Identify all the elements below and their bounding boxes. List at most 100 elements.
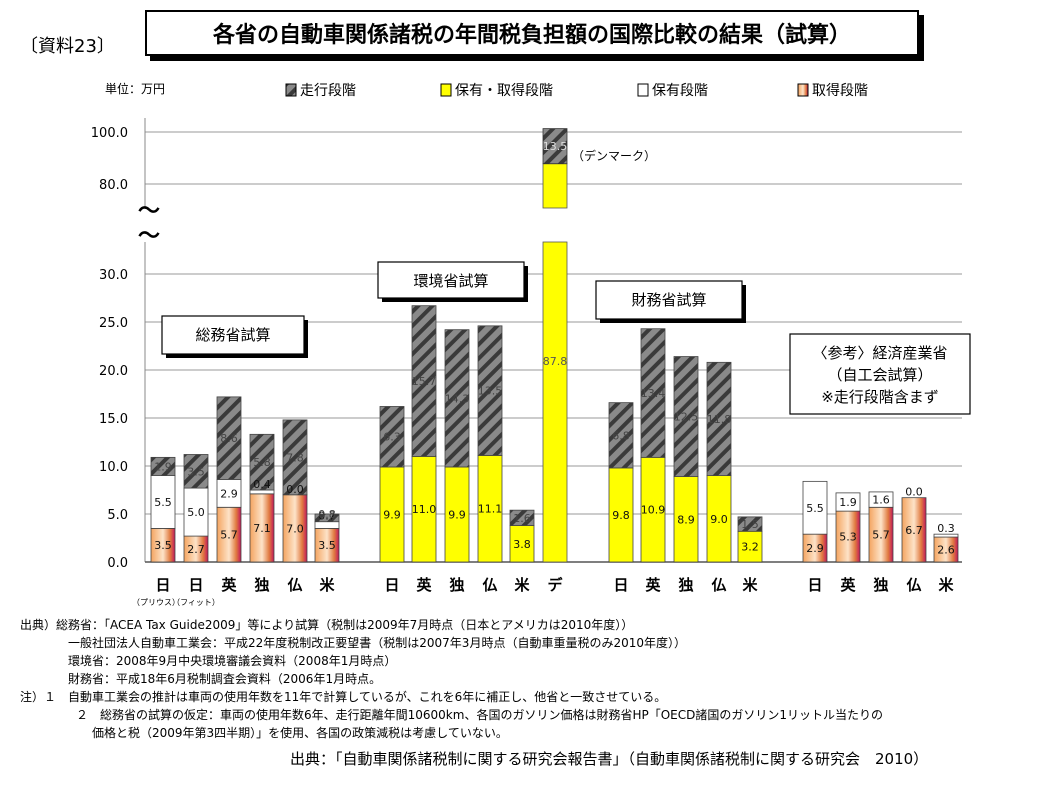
bar-value-label: 1.9 — [154, 460, 172, 473]
bar-value-label: 5.5 — [806, 502, 824, 515]
bar-segment-hatch — [150, 456, 176, 476]
bar-value-label: 5.7 — [220, 529, 238, 542]
meti-box-text: 〈参考〉経済産業省 — [812, 344, 947, 362]
bar-segment-hatch — [509, 509, 535, 526]
bar-segment-hatch — [640, 328, 666, 458]
bar-value-label: 13.4 — [641, 387, 666, 400]
y-tick-label: 10.0 — [99, 460, 128, 475]
bar-segment-yellow — [411, 455, 437, 563]
bar-value-label: 1.5 — [741, 518, 759, 531]
bar-segment-white — [868, 491, 894, 508]
y-tick-label: 15.0 — [99, 412, 128, 427]
bar-value-label: 14.3 — [445, 392, 470, 405]
y-tick-label: 20.0 — [99, 364, 128, 379]
bar-value-label: 9.0 — [710, 513, 728, 526]
bar-segment-yellow — [608, 467, 634, 563]
bar-value-label: 11.8 — [707, 413, 732, 426]
bar-value-label: 10.9 — [641, 504, 666, 517]
zaimu-box-text: 財務省試算 — [631, 291, 706, 309]
bar-value-label: 2.9 — [220, 487, 238, 500]
bar-segment-yellow — [737, 530, 763, 563]
soumu-box — [161, 315, 305, 355]
legend-swatch — [637, 83, 649, 97]
x-tick-label: 独 — [873, 576, 888, 594]
bar-segment-hatch — [314, 513, 340, 523]
bar-value-label: 6.7 — [905, 524, 923, 537]
bar-segment-orange — [249, 493, 275, 563]
unit-label: 単位：万円 — [105, 81, 165, 96]
footnote-line: ２ 総務省の試算の仮定：車両の使用年数6年、走行距離年間10600km、各国のガ… — [76, 708, 883, 722]
bar-segment-hatch — [183, 454, 209, 489]
x-tick-label: 米 — [514, 576, 530, 594]
legend-label: 保有・取得段階 — [455, 82, 553, 99]
bar-segment-orange — [901, 497, 927, 563]
bar-segment-hatch — [216, 396, 242, 480]
bar-value-label: 87.8 — [543, 355, 568, 368]
legend-swatch — [285, 83, 297, 97]
bar-value-label: 5.0 — [187, 506, 205, 519]
x-tick-label: 仏 — [482, 576, 497, 594]
bar-value-label: 8.6 — [220, 432, 238, 445]
x-tick-label: 英 — [221, 576, 237, 594]
x-tick-label: 独 — [449, 576, 464, 594]
legend-swatch — [440, 83, 452, 97]
bar-segment-yellow — [640, 456, 666, 563]
bar-segment-orange — [835, 510, 861, 563]
footnote-line: 出典）総務省：「ACEA Tax Guide2009」等により試算（税制は200… — [20, 618, 634, 632]
x-tick-label: 日 — [155, 576, 170, 594]
bar-value-label: 1.9 — [839, 496, 857, 509]
bar-segment-white — [150, 475, 176, 529]
legend-label: 取得段階 — [812, 82, 868, 99]
bar-value-label: 0.0 — [905, 486, 923, 499]
bar-segment-hatch — [737, 516, 763, 532]
footnote-line: 注）１ 自動車工業会の推計は車両の使用年数を11年で計算しているが、これを6年に… — [20, 690, 667, 704]
footnote-line: 環境省：2008年9月中央環境審議会資料（2008年1月時点） — [68, 654, 397, 668]
bar-segment-hatch — [706, 361, 732, 477]
x-tick-label: 日 — [807, 576, 822, 594]
footnote-line: 財務省：平成18年6月税制調査会資料（2006年1月時点。 — [68, 672, 382, 686]
bar-value-label: 5.3 — [839, 531, 857, 544]
axis-break-mark: 〜 — [138, 224, 160, 249]
x-tick-label: 独 — [254, 576, 269, 594]
bar-value-label: 7.8 — [286, 451, 304, 464]
bar-segment-hatch — [542, 128, 568, 165]
bar-segment-orange — [802, 533, 828, 563]
bar-layer — [150, 128, 959, 563]
bar-segment-hatch — [282, 419, 308, 496]
x-tick-label: 仏 — [711, 576, 726, 594]
bar-value-label: 5.5 — [154, 496, 172, 509]
bar-value-label: 9.8 — [612, 509, 630, 522]
bar-segment-hatch — [249, 433, 275, 491]
bar-segment-hatch — [673, 356, 699, 477]
bar-segment-white — [314, 521, 340, 529]
bar-value-label: 3.8 — [513, 538, 531, 551]
bar-segment-hatch — [608, 402, 634, 469]
chart-title: 各省の自動車関係諸税の年間税負担額の国際比較の結果（試算） — [145, 10, 919, 56]
bar-value-label: 0.4 — [253, 478, 271, 491]
bar-segment-yellow — [509, 525, 535, 563]
chart-canvas: 0.0 5.0 10.0 15.0 20.0 25.0 30.0 80.0 100.0 〜〜 単位：… — [91, 81, 971, 607]
bar-segment-yellow — [444, 466, 470, 563]
bar-value-label: 0.0 — [286, 483, 304, 496]
bar-value-label: 6.3 — [383, 431, 401, 444]
reference-label: 〔資料23〕 — [20, 36, 115, 57]
x-tick-label: 米 — [742, 576, 758, 594]
x-tick-label: 仏 — [287, 576, 302, 594]
y-tick-label: 100.0 — [91, 126, 128, 141]
x-tick-label: 日 — [188, 576, 203, 594]
soumu-box-text: 総務省試算 — [195, 326, 270, 344]
bar-value-label: 13.5 — [478, 385, 503, 398]
kankyo-box — [377, 261, 525, 299]
bar-value-label: 2.9 — [806, 542, 824, 555]
bar-segment-hatch — [477, 325, 503, 456]
bar-value-label: 11.0 — [412, 503, 437, 516]
bar-value-label: 5.7 — [872, 529, 890, 542]
bar-segment-white — [835, 492, 861, 512]
x-tick-label: 仏 — [906, 576, 921, 594]
bar-value-label: 2.7 — [187, 543, 205, 556]
x-tick-label: 英 — [840, 576, 856, 594]
bar-segment-orange — [868, 506, 894, 563]
y-tick-label: 5.0 — [107, 508, 128, 523]
bar-segment-orange — [314, 528, 340, 563]
sub-label-fit: （フィット） — [172, 598, 220, 607]
